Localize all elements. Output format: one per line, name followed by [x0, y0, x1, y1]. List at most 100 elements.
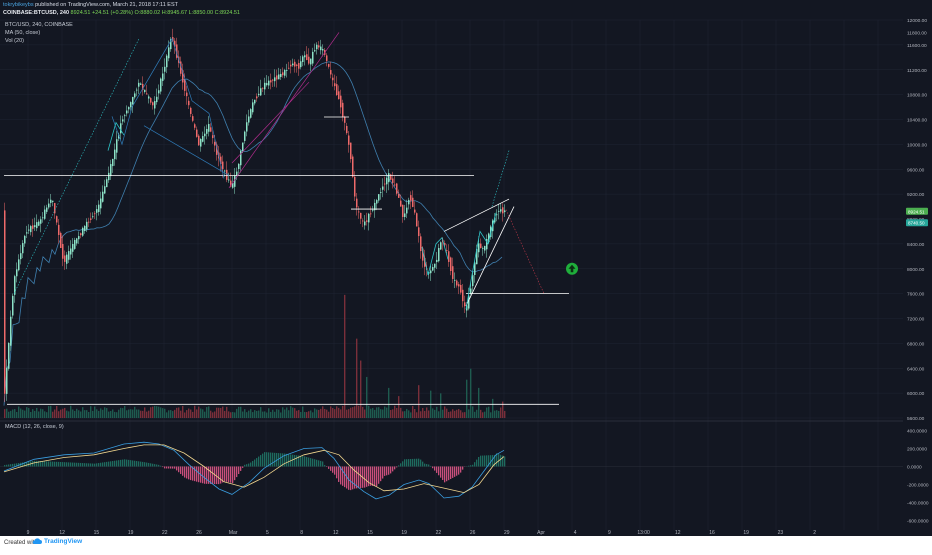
candle-body — [340, 96, 342, 108]
series-title[interactable]: BTC/USD, 240, COINBASE — [5, 22, 73, 28]
ma-indicator-label[interactable]: MA (50, close) — [5, 30, 40, 36]
tradingview-logo[interactable]: TradingView — [32, 538, 82, 545]
macd-histogram-bar — [48, 461, 49, 466]
macd-histogram-bar — [170, 467, 171, 469]
volume-indicator-label[interactable]: Vol (20) — [5, 38, 24, 44]
volume-bar — [42, 409, 43, 418]
macd-histogram-bar — [456, 467, 457, 476]
symbol-line: COINBASE:BTCUSD, 240 8924.51 +24.51 (+0.… — [3, 10, 240, 17]
candle-body — [414, 210, 416, 213]
candle-body — [6, 368, 8, 394]
volume-bar — [178, 407, 179, 418]
macd-indicator-label[interactable]: MACD (12, 26, close, 9) — [5, 424, 64, 430]
volume-bar — [244, 409, 245, 418]
candle-body — [304, 55, 306, 57]
volume-bar — [124, 406, 125, 418]
macd-histogram-bar — [374, 467, 375, 487]
volume-bar — [228, 411, 229, 418]
volume-bar — [348, 409, 349, 418]
volume-bar — [396, 408, 397, 418]
volume-bar — [182, 406, 183, 418]
candle-body — [90, 218, 92, 220]
volume-bar — [306, 412, 307, 418]
macd-histogram-bar — [142, 462, 143, 467]
candle-body — [288, 68, 290, 69]
candle-body — [24, 236, 26, 244]
macd-histogram-bar — [70, 462, 71, 466]
volume-bar — [376, 407, 377, 418]
candle-body — [60, 233, 62, 248]
macd-histogram-bar — [6, 465, 7, 467]
volume-bar — [442, 410, 443, 418]
macd-histogram-bar — [372, 467, 373, 486]
volume-bar — [378, 407, 379, 418]
macd-histogram-bar — [180, 467, 181, 474]
ohlc-values: O:8880.02 H:8945.67 L:8850.00 C:8924.51 — [134, 10, 240, 16]
volume-bar — [492, 399, 493, 418]
candle-body — [406, 208, 408, 214]
volume-bar — [122, 408, 123, 418]
macd-histogram-bar — [364, 467, 365, 488]
volume-bar — [444, 406, 445, 418]
price-tick-label: 9200.00 — [907, 192, 925, 198]
candle-body — [484, 246, 486, 251]
candle-body — [34, 225, 36, 227]
volume-bar — [144, 407, 145, 418]
macd-histogram-bar — [420, 460, 421, 467]
volume-bar — [476, 410, 477, 418]
volume-bar — [296, 411, 297, 418]
macd-histogram-bar — [410, 459, 411, 466]
volume-bar — [192, 412, 193, 418]
candle-body — [446, 250, 448, 251]
macd-histogram-bar — [408, 459, 409, 466]
macd-histogram-bar — [460, 467, 461, 473]
volume-bar — [390, 410, 391, 418]
macd-histogram-bar — [130, 460, 131, 466]
volume-bar — [414, 409, 415, 418]
candle-body — [256, 96, 258, 98]
price-tick-label: 11200.00 — [907, 68, 927, 74]
macd-histogram-bar — [384, 467, 385, 476]
macd-histogram-bar — [102, 462, 103, 466]
macd-histogram-bar — [172, 467, 173, 469]
candle-body — [108, 173, 110, 180]
candle-body — [402, 205, 404, 217]
candle-body — [264, 83, 266, 90]
candle-body — [328, 64, 330, 67]
volume-bar — [164, 409, 165, 418]
candle-body — [266, 83, 268, 85]
volume-bar — [354, 406, 355, 418]
macd-histogram-bar — [68, 462, 69, 466]
macd-histogram-bar — [220, 467, 221, 484]
price-tag-label: 8740.50 — [908, 221, 925, 226]
volume-bar — [24, 411, 25, 418]
volume-bar — [26, 407, 27, 418]
symbol-label[interactable]: COINBASE:BTCUSD, 240 — [3, 10, 69, 16]
candle-body — [482, 248, 484, 249]
candle-body — [480, 244, 482, 248]
candle-body — [76, 238, 78, 243]
macd-histogram-bar — [168, 467, 169, 469]
macd-histogram-bar — [302, 456, 303, 466]
candle-body — [42, 217, 44, 218]
author-link[interactable]: tokrybikeybs — [3, 2, 34, 8]
candle-body — [106, 179, 108, 187]
candle-body — [26, 232, 28, 233]
macd-histogram-bar — [256, 458, 257, 466]
candle-body — [214, 142, 216, 146]
price-tick-label: 7600.00 — [907, 292, 925, 298]
candle-body — [188, 101, 190, 105]
macd-histogram-bar — [138, 461, 139, 466]
macd-histogram-bar — [404, 459, 405, 466]
volume-bar — [280, 412, 281, 418]
macd-histogram-bar — [132, 460, 133, 466]
volume-bar — [128, 410, 129, 418]
candle-body — [366, 220, 368, 221]
volume-bar — [104, 407, 105, 418]
candle-body — [166, 56, 168, 68]
candle-body — [504, 210, 506, 212]
volume-bar — [114, 412, 115, 418]
macd-histogram-bar — [92, 464, 93, 467]
